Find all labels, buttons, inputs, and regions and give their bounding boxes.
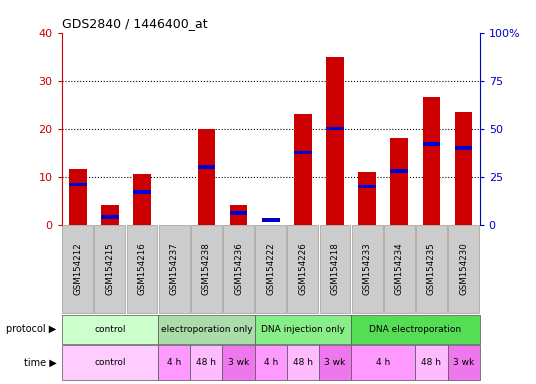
Bar xyxy=(423,98,441,225)
Text: DNA electroporation: DNA electroporation xyxy=(369,325,461,334)
Bar xyxy=(359,185,376,188)
Text: GSM154236: GSM154236 xyxy=(234,242,243,295)
Text: GSM154238: GSM154238 xyxy=(202,242,211,295)
Text: electroporation only: electroporation only xyxy=(161,325,252,334)
Bar xyxy=(69,183,87,186)
Text: GDS2840 / 1446400_at: GDS2840 / 1446400_at xyxy=(62,17,207,30)
Text: GSM154212: GSM154212 xyxy=(73,242,82,295)
Text: GSM154218: GSM154218 xyxy=(331,242,339,295)
Bar xyxy=(326,127,344,130)
Text: 4 h: 4 h xyxy=(264,358,278,367)
Bar xyxy=(101,205,119,225)
Bar xyxy=(359,172,376,225)
Text: 4 h: 4 h xyxy=(167,358,181,367)
Text: GSM154235: GSM154235 xyxy=(427,242,436,295)
Text: 3 wk: 3 wk xyxy=(228,358,249,367)
Text: GSM154226: GSM154226 xyxy=(299,242,307,295)
Bar xyxy=(198,129,215,225)
Bar xyxy=(294,114,311,225)
Bar xyxy=(198,166,215,169)
Bar xyxy=(133,174,151,225)
Text: DNA injection only: DNA injection only xyxy=(261,325,345,334)
Text: GSM154234: GSM154234 xyxy=(395,242,404,295)
Bar xyxy=(390,169,408,172)
Bar xyxy=(326,56,344,225)
Text: 48 h: 48 h xyxy=(196,358,217,367)
Bar xyxy=(390,138,408,225)
Text: GSM154233: GSM154233 xyxy=(363,242,371,295)
Text: 3 wk: 3 wk xyxy=(453,358,474,367)
Bar xyxy=(133,190,151,194)
Bar xyxy=(230,205,248,225)
Text: 48 h: 48 h xyxy=(293,358,313,367)
Text: GSM154215: GSM154215 xyxy=(106,242,114,295)
Text: 3 wk: 3 wk xyxy=(324,358,346,367)
Text: GSM154230: GSM154230 xyxy=(459,242,468,295)
Bar xyxy=(262,218,280,222)
Text: time ▶: time ▶ xyxy=(24,358,56,367)
Bar xyxy=(423,142,441,146)
Bar xyxy=(101,215,119,218)
Text: 4 h: 4 h xyxy=(376,358,390,367)
Text: protocol ▶: protocol ▶ xyxy=(6,324,56,334)
Text: GSM154216: GSM154216 xyxy=(138,242,146,295)
Bar xyxy=(69,169,87,225)
Text: control: control xyxy=(94,358,125,367)
Bar xyxy=(455,112,473,225)
Bar xyxy=(294,151,311,154)
Text: GSM154237: GSM154237 xyxy=(170,242,178,295)
Text: GSM154222: GSM154222 xyxy=(266,242,275,295)
Bar xyxy=(455,146,473,149)
Text: 48 h: 48 h xyxy=(421,358,442,367)
Bar xyxy=(230,212,248,215)
Text: control: control xyxy=(94,325,125,334)
